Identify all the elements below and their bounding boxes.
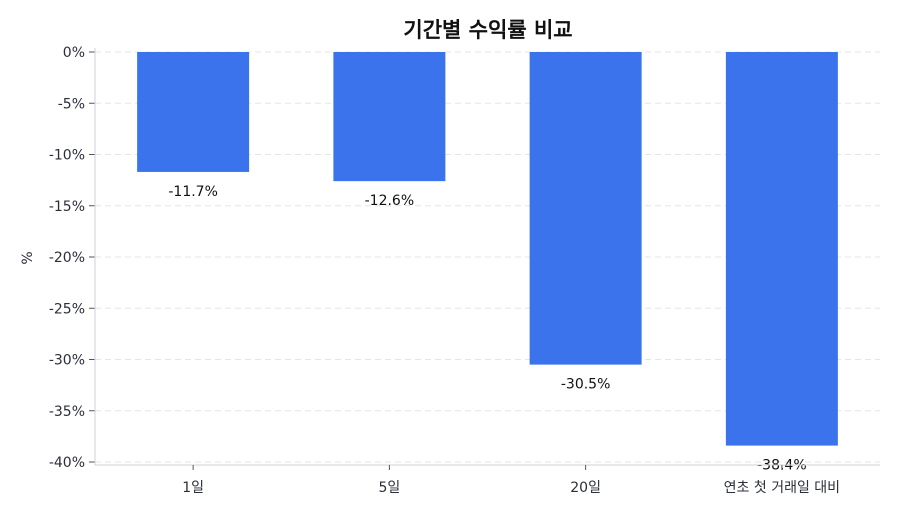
data-label: -11.7%: [168, 184, 218, 200]
y-axis-label: %: [20, 251, 36, 264]
x-tick-label: 1일: [182, 480, 204, 496]
y-tick-label: -40%: [49, 455, 85, 471]
y-tick-label: -15%: [49, 199, 85, 215]
bar: [725, 52, 838, 446]
data-label: -12.6%: [365, 193, 415, 209]
y-tick-label: -25%: [49, 301, 85, 317]
x-tick-label: 20일: [570, 480, 601, 496]
bar: [333, 52, 446, 182]
y-tick-label: 0%: [63, 45, 85, 61]
chart-title: 기간별 수익률 비교: [403, 18, 572, 42]
y-tick-label: -10%: [49, 148, 85, 164]
x-tick-label: 5일: [378, 480, 400, 496]
x-tick-label: 연초 첫 거래일 대비: [724, 480, 840, 496]
y-tick-label: -30%: [49, 353, 85, 369]
y-tick-label: -35%: [49, 404, 85, 420]
y-tick-label: -5%: [58, 96, 85, 112]
bar: [529, 52, 642, 365]
y-tick-label: -20%: [49, 250, 85, 266]
bar: [137, 52, 250, 172]
data-label: -30.5%: [561, 377, 611, 393]
